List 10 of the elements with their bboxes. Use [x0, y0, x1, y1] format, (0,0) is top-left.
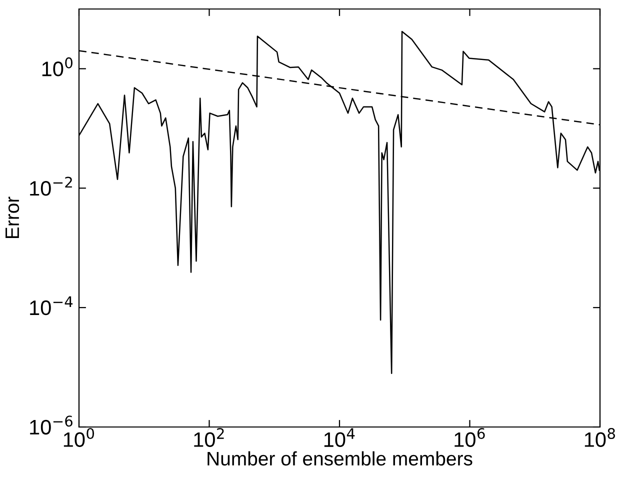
y-tick-label: 10$^{−2}$: [30, 176, 72, 196]
x-tick-label: 10$^{6}$: [454, 428, 485, 448]
x-tick-label: 10$^{2}$: [194, 428, 224, 448]
x-tick-label: 10$^{0}$: [64, 428, 94, 448]
x-axis-title: Number of ensemble members: [208, 451, 472, 466]
y-axis-title: Error: [6, 196, 20, 238]
x-tick-label: 10$^{8}$: [584, 428, 615, 448]
y-tick-label: 10$^{0}$: [42, 57, 72, 76]
x-tick-label: 10$^{4}$: [324, 428, 355, 448]
y-tick-label: 10$^{−4}$: [30, 296, 73, 316]
